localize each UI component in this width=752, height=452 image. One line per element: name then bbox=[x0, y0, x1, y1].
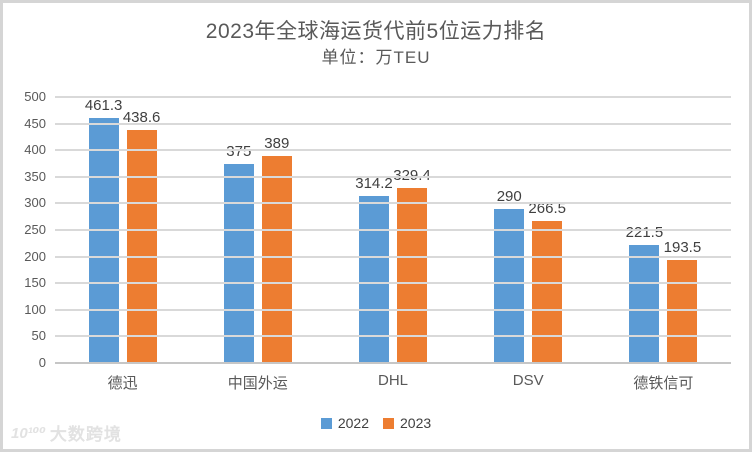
gridline bbox=[55, 308, 731, 311]
bar-2023: 266.5 bbox=[528, 200, 566, 363]
data-label: 193.5 bbox=[663, 239, 702, 257]
gridline bbox=[55, 122, 731, 125]
legend-label: 2023 bbox=[400, 415, 432, 431]
data-label: 290 bbox=[496, 187, 522, 205]
data-label: 438.6 bbox=[122, 108, 161, 126]
y-axis-tick-label: 100 bbox=[24, 301, 46, 317]
data-label: 389 bbox=[264, 135, 290, 153]
y-axis-tick-label: 200 bbox=[24, 248, 46, 264]
y-axis-tick-label: 50 bbox=[31, 328, 46, 344]
gridline bbox=[55, 149, 731, 152]
y-axis-tick-label: 150 bbox=[24, 275, 46, 291]
watermark-text: 大数跨境 bbox=[49, 425, 122, 444]
gridline bbox=[55, 335, 731, 338]
bar-2022: 314.2 bbox=[355, 175, 393, 363]
gridline bbox=[55, 229, 731, 231]
category-label: 中国外运 bbox=[227, 375, 288, 392]
data-label: 266.5 bbox=[528, 200, 566, 218]
data-label: 314.2 bbox=[355, 174, 393, 192]
legend-swatch-icon bbox=[320, 417, 332, 429]
category-label: DSV bbox=[512, 372, 544, 389]
gridline bbox=[55, 255, 731, 258]
legend-swatch-icon bbox=[383, 417, 394, 429]
bar-2023: 438.6 bbox=[123, 109, 160, 363]
gridline bbox=[55, 96, 731, 98]
gridline bbox=[55, 202, 731, 205]
y-axis-tick-label: 400 bbox=[24, 142, 46, 158]
bar-2023: 329.4 bbox=[393, 167, 431, 363]
bar-2022: 461.3 bbox=[85, 97, 122, 363]
data-label: 221.5 bbox=[625, 224, 664, 242]
y-axis-tick-label: 0 bbox=[38, 355, 46, 370]
bar-2022: 375 bbox=[223, 143, 254, 363]
category-label: DHL bbox=[378, 372, 409, 389]
category-axis: 德迅 中国外运 DHL DSV 德铁信可 bbox=[55, 372, 731, 393]
gridline bbox=[55, 175, 731, 178]
gridline bbox=[55, 362, 731, 364]
bar-2022: 221.5 bbox=[626, 224, 663, 363]
y-axis-tick-label: 500 bbox=[24, 89, 46, 104]
legend-label: 2022 bbox=[337, 415, 369, 431]
data-label: 461.3 bbox=[84, 96, 123, 114]
bar-2023: 193.5 bbox=[664, 239, 701, 363]
bar-2022: 290 bbox=[494, 188, 525, 363]
category-label: 德迅 bbox=[107, 375, 138, 392]
legend: 2022 2023 bbox=[3, 415, 749, 431]
bar-group: 461.3 438.6 bbox=[55, 97, 190, 363]
watermark: 10¹⁰⁰ 大数跨境 bbox=[11, 420, 122, 445]
y-axis-tick-label: 350 bbox=[24, 168, 46, 184]
bar-group: 221.5 193.5 bbox=[596, 97, 731, 363]
bar-group: 314.2329.4 bbox=[325, 97, 460, 363]
chart-title: 2023年全球海运货代前5位运力排名 bbox=[205, 20, 547, 43]
y-axis-tick-label: 450 bbox=[24, 115, 46, 131]
legend-item-2022: 2022 bbox=[320, 415, 369, 431]
category-label: 德铁信可 bbox=[633, 375, 694, 392]
plot-area: 461.3438.6375389314.2329.4290266.5221.51… bbox=[24, 90, 731, 369]
chart-subtitle: 单位：万TEU bbox=[321, 48, 431, 67]
y-axis-tick-label: 300 bbox=[24, 195, 46, 211]
gridline bbox=[55, 282, 731, 285]
watermark-logo-icon: 10¹⁰⁰ bbox=[11, 424, 46, 442]
legend-item-2023: 2023 bbox=[383, 415, 431, 431]
y-axis-tick-label: 250 bbox=[24, 222, 46, 237]
bar-2023: 389 bbox=[261, 135, 292, 363]
data-label: 329.4 bbox=[393, 167, 431, 184]
